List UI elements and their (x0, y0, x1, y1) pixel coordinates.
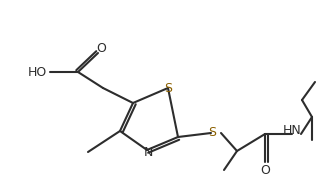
Text: HO: HO (27, 65, 47, 79)
Text: HN: HN (283, 124, 301, 137)
Text: S: S (208, 126, 216, 140)
Text: S: S (164, 81, 172, 95)
Text: O: O (260, 163, 270, 177)
Text: O: O (96, 41, 106, 54)
Text: N: N (143, 146, 153, 159)
